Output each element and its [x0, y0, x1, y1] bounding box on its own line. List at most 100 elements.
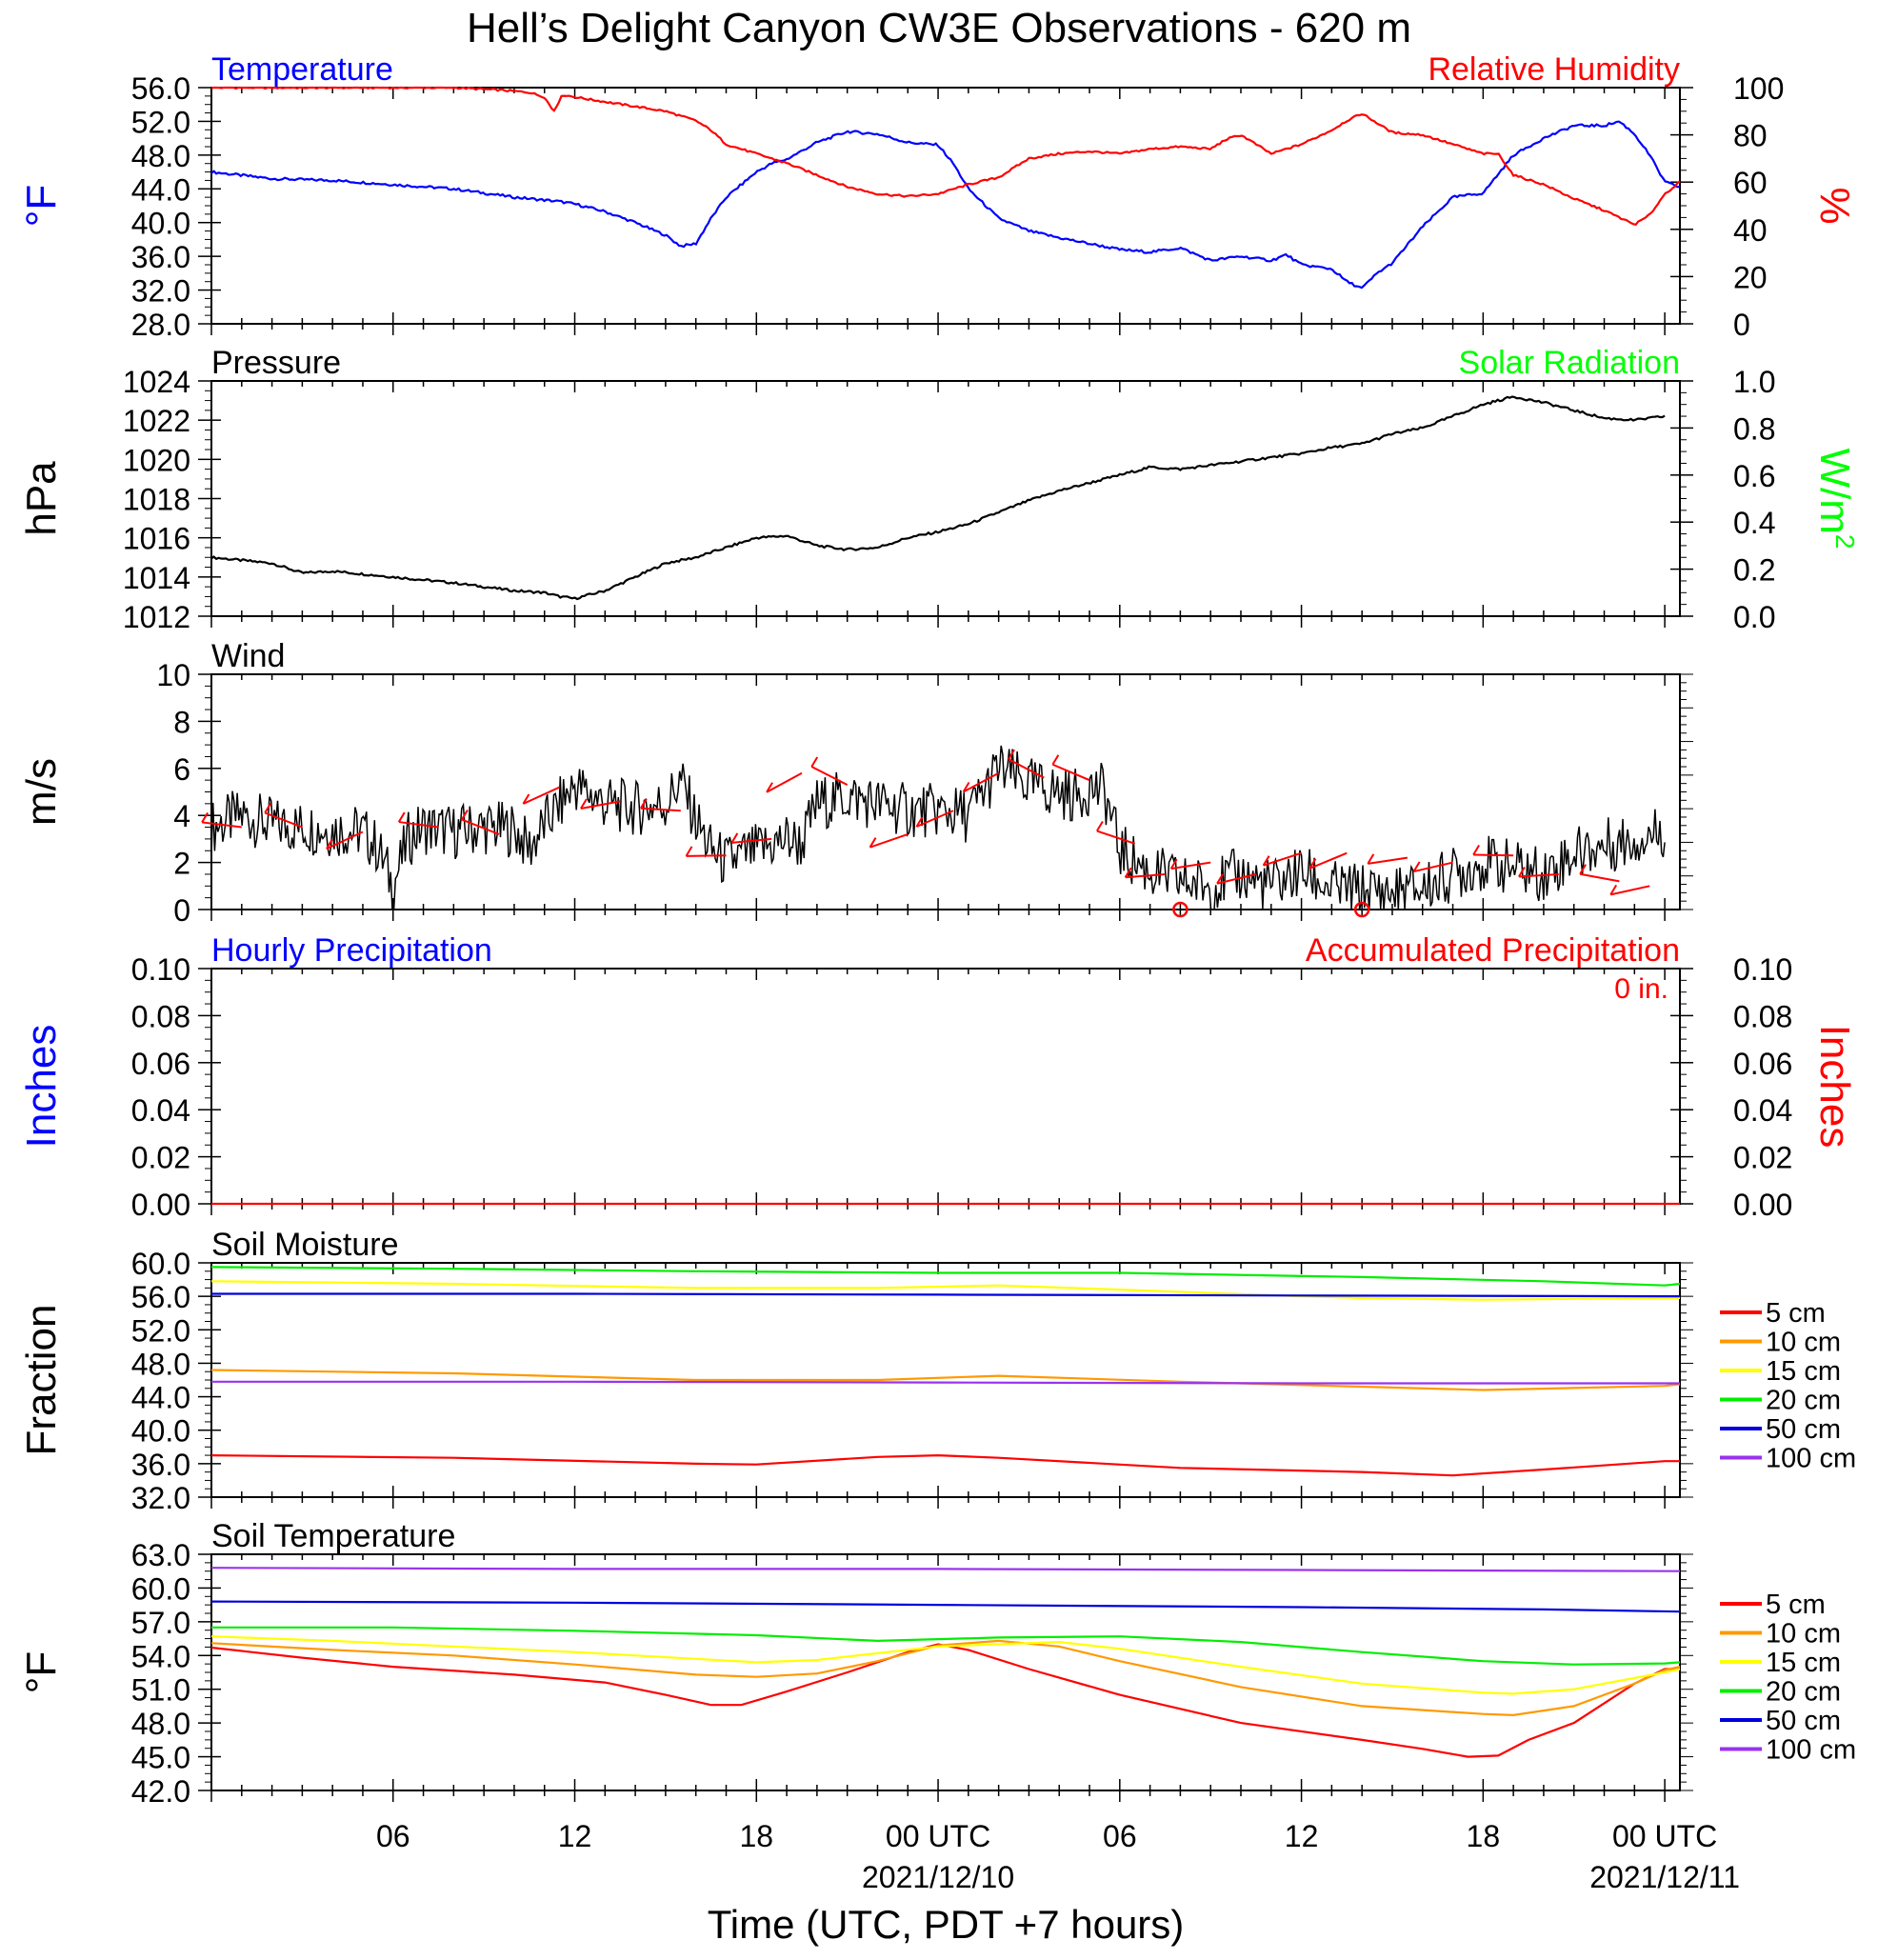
legend-label: 100 cm — [1766, 1444, 1856, 1474]
wind-barb — [869, 833, 909, 849]
y-tick-label-right: 40 — [1733, 213, 1768, 248]
wind-barb — [1170, 861, 1211, 870]
x-tick-label: 06 — [376, 1819, 410, 1853]
y-ticks-right: 0 20 40 60 80 100 — [1670, 71, 1784, 342]
panel-2: 1012 1014 1016 1018 1020 1022 1024 0.0 0.2 0.4 0.6… — [18, 345, 1860, 634]
x-tick-label: 18 — [1467, 1819, 1501, 1853]
y-ticks-right — [1680, 673, 1693, 910]
y-tick-label: 1012 — [123, 600, 190, 634]
y-tick-label-right: 60 — [1733, 166, 1768, 200]
y-tick-label: 8 — [173, 705, 190, 739]
legend-label: 50 cm — [1766, 1414, 1841, 1445]
wind-barb-flag — [1169, 858, 1178, 870]
series-line-humidity — [210, 86, 1681, 227]
y-tick-label: 1020 — [123, 443, 190, 477]
series-line-d5 — [210, 1453, 1680, 1477]
y-axis-label-right-sup: 2 — [1830, 534, 1860, 550]
y-ticks-right: 0.0 0.2 0.4 0.6 0.8 1.0 — [1670, 365, 1775, 634]
series-line-d50 — [211, 1292, 1680, 1298]
panel-title-left: Soil Temperature — [211, 1518, 455, 1554]
wind-barb-flag — [1262, 855, 1270, 867]
wind-barb — [1368, 856, 1408, 865]
x-ticks — [210, 674, 1666, 921]
wind-barb-flag — [201, 811, 209, 823]
legend-label: 15 cm — [1766, 1356, 1841, 1387]
y-tick-label: 40.0 — [131, 207, 190, 241]
y-tick-label-right: 0 — [1733, 308, 1750, 342]
wind-barb — [1473, 853, 1514, 857]
panel-title-left: Wind — [211, 638, 285, 674]
wind-barb — [766, 771, 803, 793]
y-tick-label-right: 0.02 — [1733, 1141, 1792, 1175]
y-tick-label: 36.0 — [131, 240, 190, 274]
wind-barbs — [201, 749, 1650, 918]
y-tick-label: 0.00 — [131, 1188, 190, 1222]
panel-1: 28.032.036.040.044.048.052.056.0 0 20 40 60 8… — [18, 51, 1858, 342]
series-line-d5 — [210, 1643, 1680, 1758]
y-tick-label: 48.0 — [131, 1707, 190, 1741]
calm-wind-marker — [1353, 901, 1370, 918]
wind-barb-flag — [810, 756, 819, 768]
series-line-wind — [210, 745, 1666, 910]
y-ticks-right — [1680, 1553, 1693, 1791]
x-tick-label: 06 — [1103, 1819, 1137, 1853]
wind-barb — [1008, 758, 1045, 779]
wind-barb — [1309, 851, 1348, 870]
wind-barb-flag — [1096, 820, 1104, 832]
chart-title: Hell’s Delight Canyon CW3E Observations … — [467, 5, 1411, 51]
y-tick-label: 36.0 — [131, 1448, 190, 1482]
y-ticks-left: 1012 1014 1016 1018 1020 1022 1024 — [123, 365, 221, 634]
legend-label: 10 cm — [1766, 1619, 1841, 1650]
y-ticks-left: 0 2 4 6 8 10 — [156, 658, 221, 928]
legend-label: 20 cm — [1766, 1677, 1841, 1708]
wind-barb-flag — [766, 782, 773, 793]
wind-barb-flag — [522, 793, 530, 805]
y-tick-label: 57.0 — [131, 1606, 190, 1640]
y-tick-label: 0 — [173, 893, 190, 928]
panel-4: 0.00 0.02 0.04 0.06 0.08 0.10 0.00 0.02 0.04 0.06… — [18, 932, 1858, 1222]
y-tick-label: 48.0 — [131, 139, 190, 173]
x-tick-date: 2021/12/11 — [1589, 1860, 1740, 1894]
y-tick-label: 1016 — [123, 522, 190, 556]
wind-barb-flag — [1609, 884, 1618, 895]
panel-title-right: Relative Humidity — [1428, 51, 1680, 88]
wind-barb-flag — [397, 811, 406, 823]
y-axis-label-right-text: W/m — [1811, 449, 1858, 534]
wind-barb-flag — [580, 798, 588, 810]
wind-barb — [1216, 872, 1257, 885]
y-tick-label-right: 0.0 — [1733, 600, 1775, 634]
wind-barb — [1413, 861, 1453, 873]
y-tick-label: 1022 — [123, 404, 190, 438]
legend-label: 5 cm — [1766, 1590, 1826, 1620]
panel-title-right: Solar Radiation — [1459, 345, 1680, 381]
wind-barb — [1263, 851, 1302, 867]
wind-barb — [1518, 872, 1559, 878]
y-ticks-left: 32.036.040.044.048.052.056.060.0 — [131, 1247, 221, 1515]
wind-barb — [810, 766, 849, 786]
wind-barb-flag — [1579, 864, 1587, 875]
wind-barb — [264, 811, 303, 829]
y-tick-label: 52.0 — [131, 105, 190, 139]
wind-barb — [326, 830, 364, 850]
legend-label: 50 cm — [1766, 1706, 1841, 1736]
wind-barb-flag — [326, 838, 333, 850]
y-tick-label: 0.04 — [131, 1093, 190, 1128]
x-ticks — [210, 969, 1666, 1215]
x-tick-date: 2021/12/10 — [862, 1860, 1014, 1894]
wind-barb-flag — [461, 810, 469, 821]
y-tick-label-right: 0.08 — [1733, 999, 1792, 1033]
y-tick-label: 0.06 — [131, 1047, 190, 1081]
wind-barb-flag — [962, 781, 970, 792]
y-tick-label-right: 0.10 — [1733, 952, 1792, 987]
x-tick-label: 12 — [558, 1819, 592, 1853]
y-tick-label-right: 80 — [1733, 119, 1768, 153]
y-tick-label-right: 1.0 — [1733, 365, 1775, 399]
y-tick-label-right: 0.00 — [1733, 1188, 1792, 1222]
wind-barb — [640, 807, 681, 812]
y-tick-label-right: 0.2 — [1733, 553, 1775, 588]
y-tick-label: 2 — [173, 847, 190, 881]
y-tick-label: 60.0 — [131, 1571, 190, 1606]
